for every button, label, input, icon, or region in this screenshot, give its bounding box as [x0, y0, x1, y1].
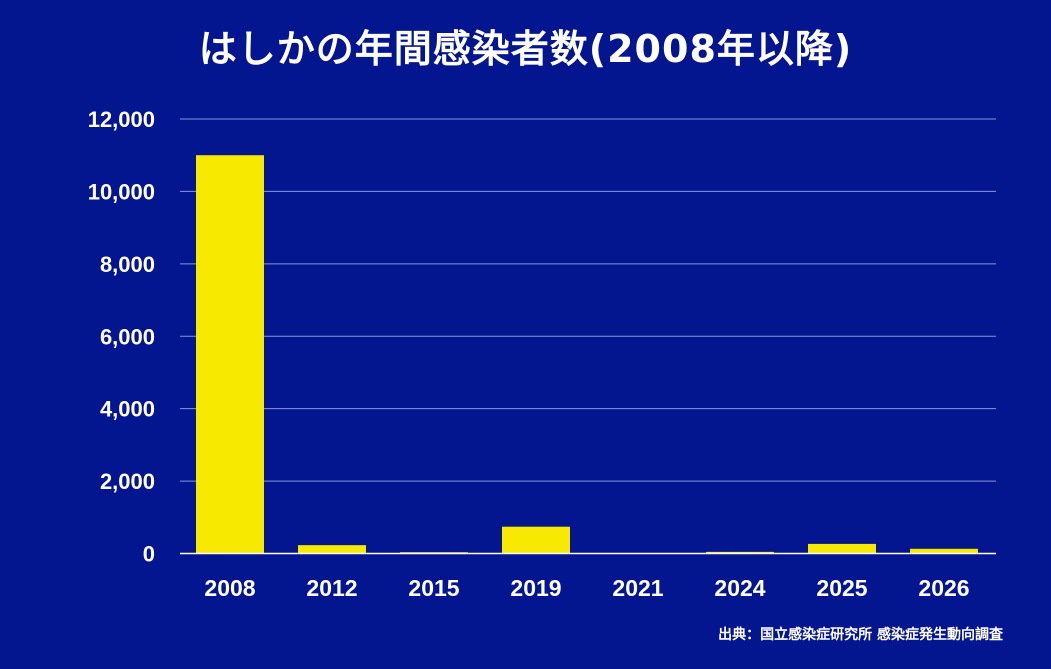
source-note: 出典：国立感染症研究所 感染症発生動向調査 — [718, 627, 1003, 643]
x-tick-label: 2025 — [816, 575, 867, 601]
x-tick-label: 2015 — [408, 575, 459, 601]
bar-2008 — [196, 155, 264, 554]
bar-2019 — [502, 526, 570, 554]
x-tick-label: 2019 — [510, 575, 561, 601]
y-tick-label: 8,000 — [100, 252, 155, 277]
x-tick-label: 2026 — [918, 575, 969, 601]
bar-2012 — [298, 545, 366, 554]
x-tick-label: 2008 — [204, 575, 255, 601]
bar-2025 — [808, 543, 876, 554]
y-tick-label: 12,000 — [88, 107, 155, 132]
y-tick-label: 4,000 — [100, 397, 155, 422]
chart-title: はしかの年間感染者数(2008年以降) — [198, 27, 853, 71]
x-tick-label: 2012 — [306, 575, 357, 601]
x-tick-label: 2021 — [612, 575, 663, 601]
bar-2026 — [910, 548, 978, 554]
y-tick-label: 2,000 — [100, 469, 155, 494]
x-tick-label: 2024 — [714, 575, 765, 601]
bar-2024 — [706, 551, 774, 554]
y-tick-label: 6,000 — [100, 324, 155, 349]
y-tick-label: 10,000 — [88, 179, 155, 204]
y-tick-label: 0 — [143, 542, 155, 567]
